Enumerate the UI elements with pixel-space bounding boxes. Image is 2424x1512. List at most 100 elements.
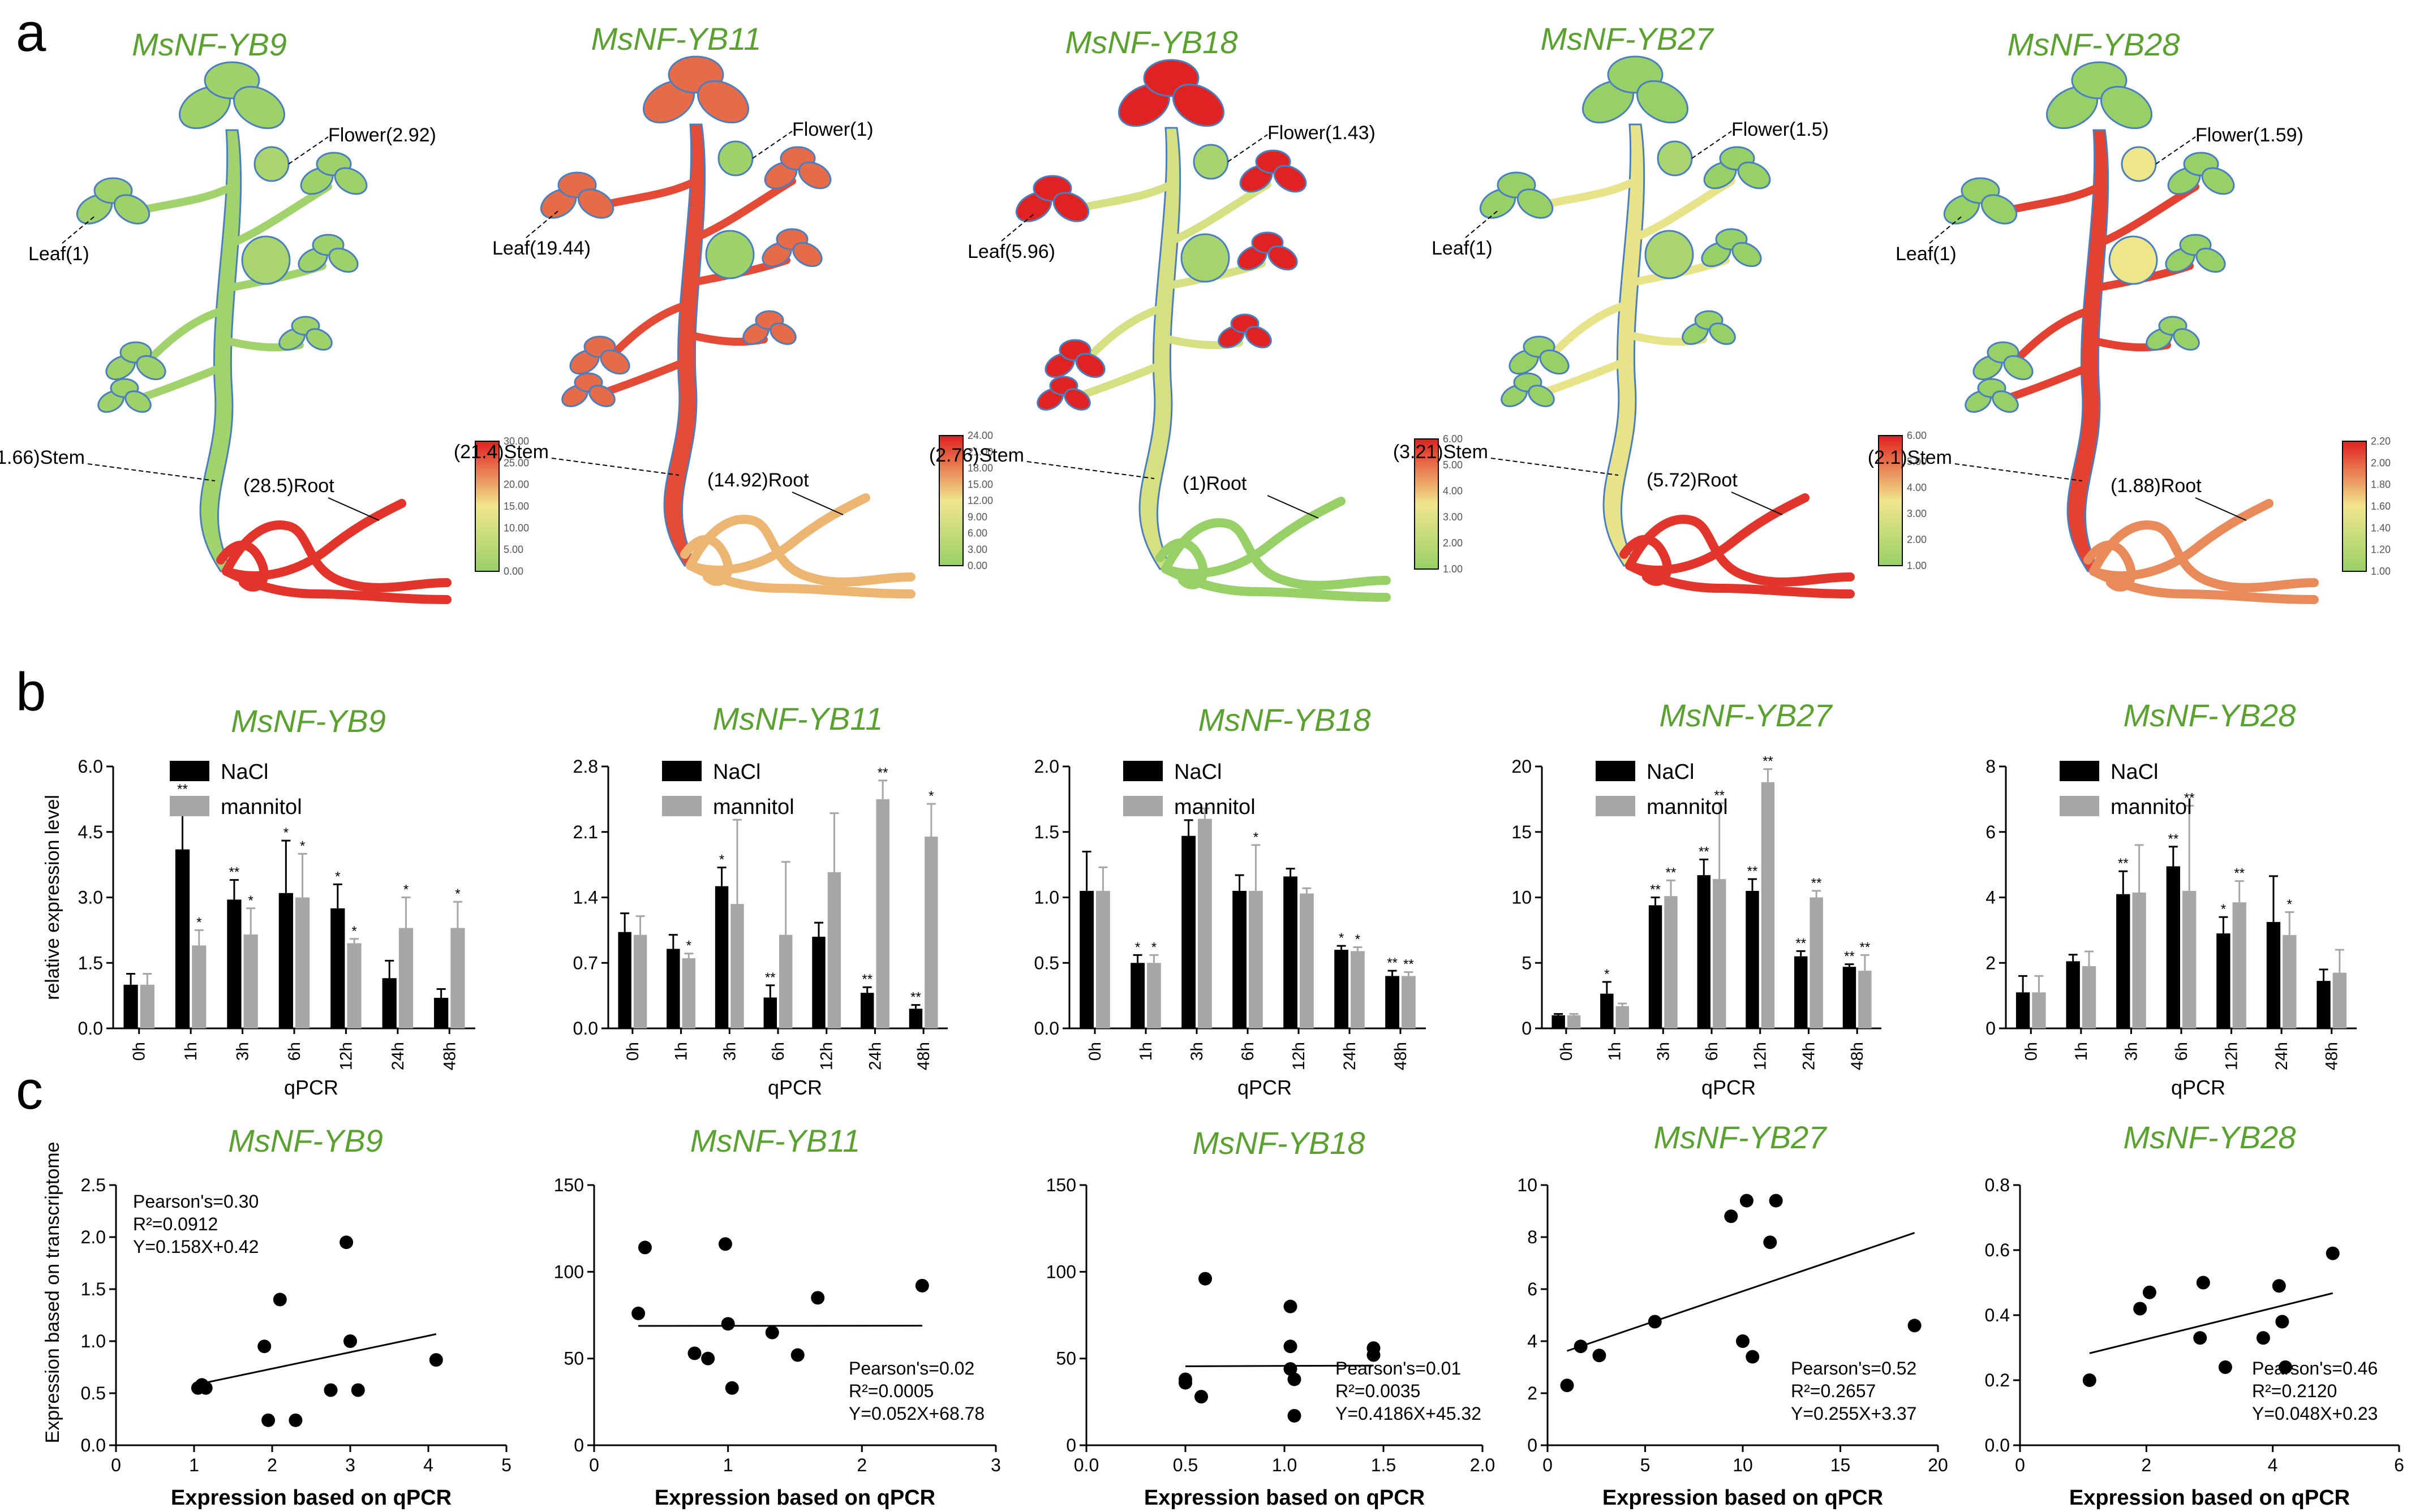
x-axis-title: qPCR [1701, 1076, 1756, 1099]
color-scale-label: 9.00 [968, 511, 987, 523]
gene-title-a-4: MsNF-YB28 [2007, 27, 2180, 62]
bar-mannitol [398, 928, 414, 1028]
significance-mark: * [1151, 940, 1157, 955]
data-point [1592, 1349, 1606, 1363]
x-tick-label: 6h [769, 1042, 788, 1061]
y-tick-label: 8 [1527, 1227, 1537, 1247]
plant-diagram-4: Flower(1.59) Leaf(1) (2.1)Stem (1.88)Root 2.… [1868, 61, 2391, 604]
significance-mark: ** [1844, 949, 1855, 964]
color-scale-label: 15.00 [968, 479, 993, 490]
panel-label-a: a [16, 2, 46, 63]
data-point [2082, 1373, 2096, 1387]
bar-mannitol [730, 904, 744, 1028]
color-scale-bar [2342, 441, 2367, 572]
bar-nacl [1131, 963, 1145, 1028]
bar-mannitol [1402, 976, 1416, 1028]
y-tick-label: 6 [1985, 822, 1996, 842]
bar-mannitol [1567, 1015, 1581, 1028]
x-tick-label: 48h [440, 1042, 459, 1070]
root-branch-1 [686, 515, 916, 587]
color-scale-label: 21.00 [968, 446, 993, 458]
x-tick-label: 3h [720, 1042, 739, 1061]
significance-mark: ** [910, 990, 921, 1005]
x-tick-label: 0h [1086, 1042, 1104, 1061]
y-tick-label: 0 [1527, 1435, 1537, 1455]
gene-title-a-2: MsNF-YB18 [1065, 24, 1238, 60]
leaf-left-upper-leaflet-2 [577, 188, 614, 219]
y-tick-label: 0 [1066, 1435, 1076, 1455]
color-scale-label: 3.00 [968, 544, 987, 555]
bar-nacl [227, 899, 242, 1028]
bar-nacl [1746, 890, 1759, 1028]
color-scale-label: 15.00 [504, 501, 529, 512]
leaf-right-mid-leaflet-2 [792, 242, 823, 268]
x-tick-label: 6 [2394, 1455, 2404, 1475]
legend-swatch [1123, 796, 1163, 816]
significance-mark: ** [1811, 876, 1822, 891]
root-branch-0 [1161, 497, 1346, 578]
bar-nacl [2166, 866, 2180, 1028]
y-tick-label: 1.5 [78, 953, 103, 973]
stats-line: Y=0.255X+3.37 [1791, 1403, 1916, 1424]
branch-right-upper [2095, 183, 2199, 247]
y-tick-label: 0.0 [81, 1435, 106, 1455]
gene-title-c-4: MsNF-YB28 [2123, 1119, 2296, 1155]
bar-mannitol [1249, 890, 1263, 1028]
y-tick-label: 4 [1985, 888, 1996, 908]
x-tick-label: 2 [2141, 1455, 2151, 1475]
data-point [1724, 1209, 1738, 1224]
flower-upper [1657, 140, 1693, 176]
x-tick-label: 12h [1751, 1042, 1770, 1070]
label-leaf: Leaf(1) [1896, 243, 1957, 265]
x-axis-title: Expression based on qPCR [655, 1486, 935, 1510]
legend-label: NaCl [713, 760, 760, 784]
bar-mannitol [243, 934, 258, 1028]
leader-leaf [526, 209, 561, 238]
leaf-right-upper-leaflet-2 [1273, 165, 1307, 193]
data-point [1560, 1379, 1574, 1393]
x-tick-label: 0 [589, 1455, 599, 1475]
regression-line [1567, 1232, 1915, 1352]
legend-swatch [662, 761, 702, 781]
y-tick-label: 2.8 [573, 756, 598, 777]
x-tick-label: 0h [1557, 1042, 1576, 1061]
y-tick-label: 6.0 [78, 756, 103, 777]
legend-swatch [1596, 796, 1635, 816]
y-tick-label: 0.6 [1985, 1240, 2010, 1260]
significance-mark: ** [1795, 936, 1806, 951]
leaf-right-upper-leaflet-2 [798, 161, 832, 189]
y-tick-label: 0 [1985, 1018, 1996, 1039]
leaf-left-upper-leaflet-2 [1980, 194, 2018, 225]
significance-mark: ** [1650, 882, 1661, 898]
significance-mark: * [1253, 830, 1258, 845]
color-scale-label: 1.60 [2371, 501, 2391, 512]
bar-nacl [330, 908, 345, 1028]
bar-mannitol [1198, 819, 1212, 1028]
color-scale-label: 18.00 [968, 463, 993, 474]
data-point [2279, 1360, 2292, 1374]
y-tick-label: 15 [1511, 822, 1532, 842]
significance-mark: ** [1699, 844, 1709, 859]
root-branch-0 [2089, 499, 2273, 580]
data-point [2133, 1302, 2147, 1316]
bar-nacl [1842, 967, 1856, 1028]
y-tick-label: 2 [1985, 953, 1996, 973]
label-stem: (2.1)Stem [1868, 447, 1952, 468]
x-tick-label: 24h [1340, 1042, 1359, 1070]
data-point [718, 1237, 732, 1251]
color-scale-label: 0.00 [504, 566, 523, 577]
data-point [2196, 1276, 2210, 1290]
x-tick-label: 12h [818, 1042, 836, 1070]
color-scale-label: 20.00 [504, 479, 529, 490]
significance-mark: ** [2234, 866, 2245, 881]
y-tick-label: 1.5 [81, 1279, 106, 1299]
significance-mark: * [196, 915, 201, 930]
root-branch-1 [1161, 518, 1391, 590]
bar-mannitol [1147, 963, 1161, 1028]
x-tick-label: 6h [1703, 1042, 1721, 1061]
bar-mannitol [295, 897, 310, 1028]
color-scale-label: 24.00 [968, 430, 993, 441]
regression-line [194, 1333, 437, 1386]
data-point [687, 1346, 702, 1360]
significance-mark: ** [1860, 940, 1871, 955]
